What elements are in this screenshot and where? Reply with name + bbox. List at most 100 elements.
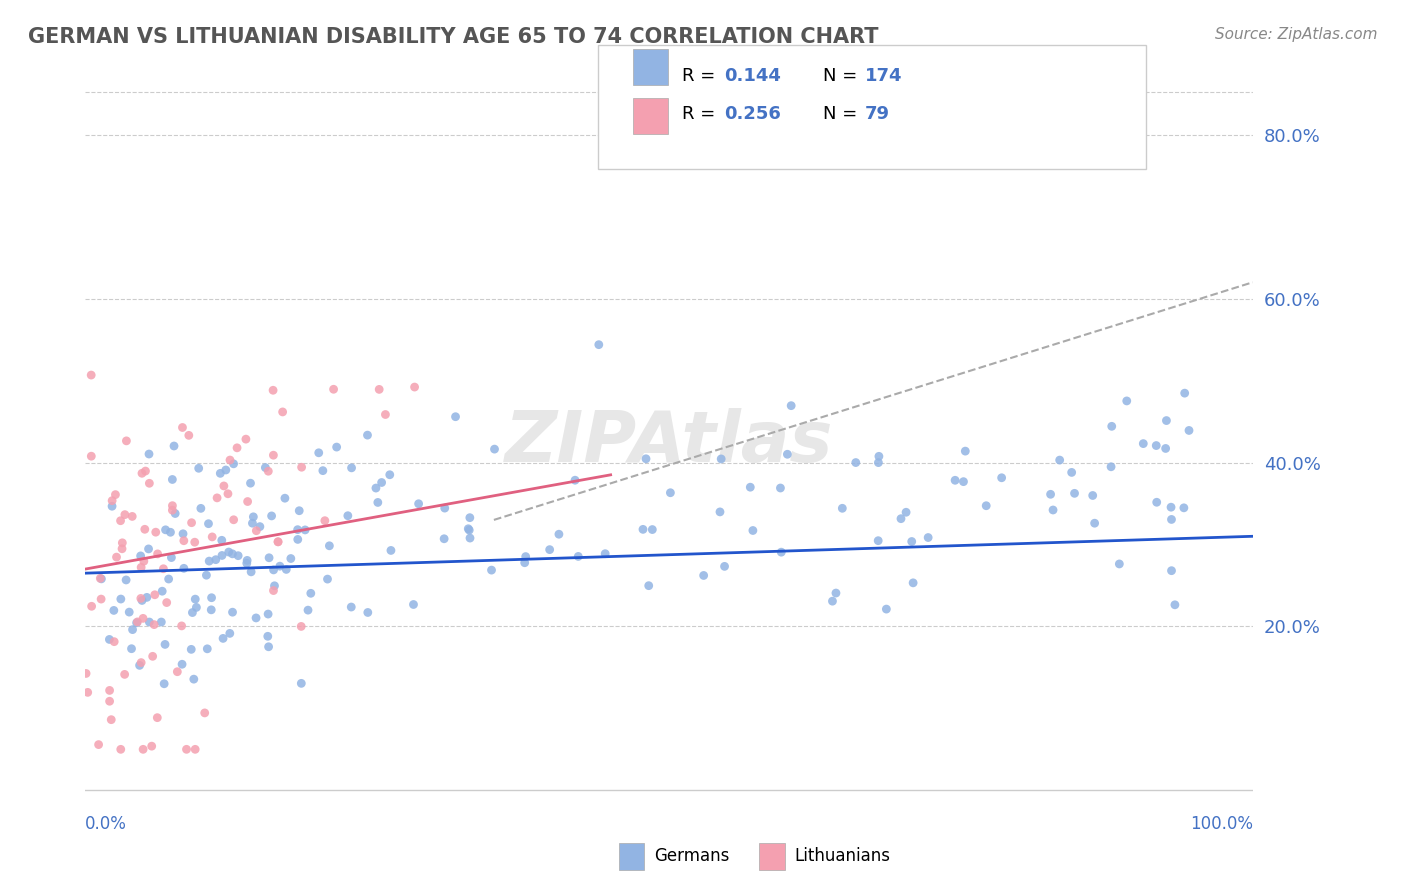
Point — [173, 561, 195, 575]
Point — [314, 514, 336, 528]
Point — [294, 523, 316, 537]
Point — [917, 531, 939, 545]
Point — [257, 607, 280, 621]
Point — [172, 526, 194, 541]
Point — [943, 473, 966, 487]
Point — [138, 541, 160, 556]
Point — [198, 554, 221, 568]
Point — [221, 547, 243, 561]
Point — [263, 583, 285, 598]
Point — [184, 592, 207, 607]
Point — [111, 541, 134, 556]
Point — [1160, 512, 1182, 526]
Point — [709, 505, 731, 519]
Point — [1084, 516, 1107, 531]
Point — [692, 568, 714, 582]
Point — [221, 605, 243, 619]
Point — [433, 532, 456, 546]
Text: GERMAN VS LITHUANIAN DISABILITY AGE 65 TO 74 CORRELATION CHART: GERMAN VS LITHUANIAN DISABILITY AGE 65 T… — [28, 27, 879, 46]
Point — [458, 510, 481, 524]
Point — [76, 685, 98, 699]
Point — [1132, 436, 1154, 450]
Point — [364, 481, 387, 495]
Point — [134, 464, 156, 478]
Point — [257, 550, 280, 565]
Point — [114, 667, 136, 681]
Point — [235, 432, 257, 446]
Point — [125, 615, 148, 630]
Point — [340, 460, 363, 475]
Point — [831, 501, 853, 516]
Point — [890, 511, 912, 525]
Point — [1160, 500, 1182, 515]
Point — [132, 611, 155, 625]
Point — [105, 550, 128, 565]
Point — [80, 599, 103, 614]
Point — [115, 573, 138, 587]
Point — [132, 554, 155, 568]
Point — [1060, 466, 1083, 480]
Point — [242, 516, 264, 531]
Text: 0.144: 0.144 — [724, 67, 780, 85]
Point — [183, 672, 205, 686]
Point — [290, 619, 312, 633]
Point — [263, 579, 285, 593]
Point — [513, 556, 536, 570]
Point — [368, 383, 391, 397]
Point — [138, 476, 160, 491]
Point — [165, 507, 187, 521]
Point — [548, 527, 571, 541]
Point — [713, 559, 735, 574]
Point — [226, 441, 249, 455]
Point — [212, 479, 235, 493]
Point — [135, 591, 157, 605]
Point — [132, 742, 155, 756]
Point — [180, 642, 202, 657]
Point — [260, 508, 283, 523]
Point — [131, 593, 153, 607]
Point — [408, 497, 430, 511]
Point — [181, 606, 204, 620]
Point — [162, 503, 184, 517]
Text: 0.256: 0.256 — [724, 105, 780, 123]
Point — [291, 460, 314, 475]
Text: 174: 174 — [865, 67, 903, 85]
Point — [1156, 413, 1178, 427]
Point — [267, 534, 290, 549]
Point — [129, 591, 152, 606]
Point — [131, 467, 153, 481]
Point — [242, 509, 264, 524]
Point — [1154, 442, 1177, 456]
Point — [340, 600, 363, 615]
Point — [262, 384, 284, 398]
Point — [138, 615, 160, 629]
Point — [180, 516, 202, 530]
Point — [1039, 487, 1062, 501]
Point — [110, 592, 132, 607]
Point — [564, 473, 586, 487]
Point — [150, 584, 173, 599]
Point — [204, 552, 226, 566]
Point — [129, 656, 152, 670]
Point — [145, 525, 167, 540]
Text: 0.0%: 0.0% — [86, 815, 127, 833]
Point — [127, 615, 149, 629]
Point — [218, 626, 240, 640]
Text: N =: N = — [823, 67, 862, 85]
Point — [141, 739, 163, 754]
Text: Lithuanians: Lithuanians — [794, 847, 890, 865]
Point — [312, 464, 335, 478]
Point — [780, 399, 803, 413]
Point — [103, 603, 125, 617]
Point — [226, 549, 249, 563]
Point — [280, 551, 302, 566]
Point — [1099, 459, 1122, 474]
Point — [163, 439, 186, 453]
Point — [515, 549, 537, 564]
Point — [868, 456, 890, 470]
Point — [142, 649, 165, 664]
Point — [166, 665, 188, 679]
Point — [155, 523, 177, 537]
Point — [197, 516, 219, 531]
Point — [770, 545, 793, 559]
